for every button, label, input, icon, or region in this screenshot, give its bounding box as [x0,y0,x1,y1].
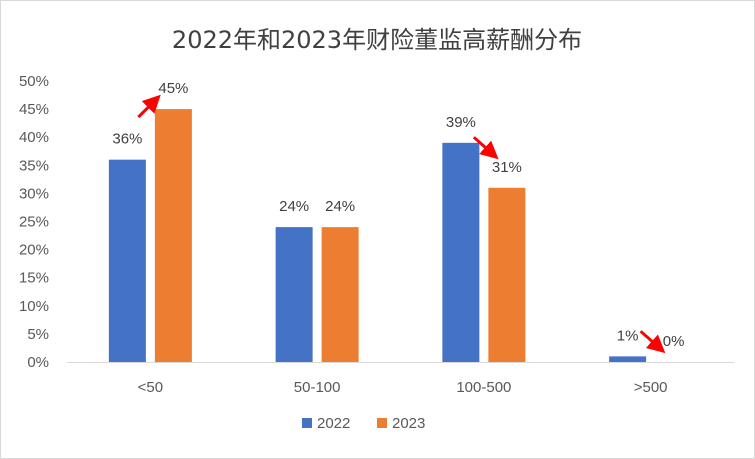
y-tick-label: 50% [19,73,49,90]
y-tick-label: 0% [27,354,49,371]
bar-2022-0 [108,159,146,362]
data-label: 1% [617,327,639,344]
trend-arrows [137,94,666,354]
data-label: 36% [112,131,142,148]
legend-label: 2022 [317,415,350,432]
bar-2022-1 [275,227,313,362]
bars-group [108,109,647,362]
legend: 2022 2023 [302,415,425,432]
y-tick-label: 10% [19,298,49,315]
x-category-label: 100-500 [456,379,511,396]
data-label: 24% [279,198,309,215]
legend-swatch [302,418,312,428]
y-axis-ticks: 0% 5% 10% 15% 20% 25% 30% 35% 40% 45% 50% [19,73,49,371]
data-label: 39% [446,114,476,131]
data-label: 45% [158,80,188,97]
x-axis-categories: <50 50-100 100-500 >500 [138,379,668,396]
data-label: 24% [325,198,355,215]
data-label: 31% [492,159,522,176]
trend-arrow-down [472,136,499,160]
trend-arrow-down [639,330,666,354]
legend-swatch [377,418,387,428]
bar-2023-0 [154,109,192,362]
data-label: 0% [663,333,685,350]
x-category-label: 50-100 [294,379,341,396]
y-tick-label: 20% [19,242,49,259]
bar-2023-2 [488,187,526,362]
x-category-label: <50 [138,379,163,396]
chart-title: 2022年和2023年财险董监高薪酬分布 [172,26,582,54]
y-tick-label: 25% [19,214,49,231]
y-tick-label: 30% [19,185,49,202]
bar-2023-1 [321,227,359,362]
bar-2022-3 [609,356,647,362]
data-labels: 36% 45% 24% 24% 39% 31% 1% 0% [112,80,684,350]
y-tick-label: 5% [27,326,49,343]
legend-label: 2023 [392,415,425,432]
y-tick-label: 15% [19,270,49,287]
y-tick-label: 40% [19,129,49,146]
y-tick-label: 35% [19,157,49,174]
bar-2022-2 [442,142,480,362]
x-category-label: >500 [634,379,668,396]
trend-arrow-up [137,94,161,119]
y-tick-label: 45% [19,101,49,118]
